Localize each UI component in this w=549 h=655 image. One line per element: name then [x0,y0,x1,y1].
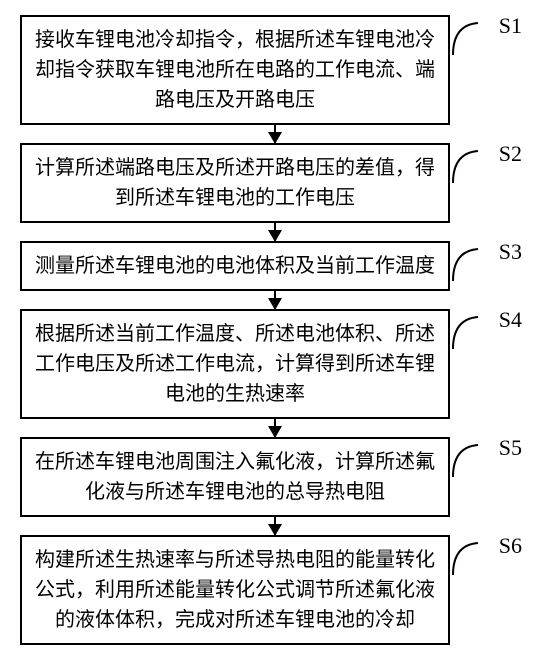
step-box-s3: 测量所述车锂电池的电池体积及当前工作温度 [20,241,450,291]
step-label-wrap: S2 [450,145,522,185]
step-label-wrap: S6 [450,537,522,577]
connector-curve-icon [450,17,480,57]
step-label: S1 [499,13,522,39]
connector-curve-icon [450,311,480,351]
arrow-container [60,419,490,437]
arrow-container [60,223,490,241]
arrow-down-icon [274,125,276,143]
step-label: S6 [499,533,522,559]
step-label-wrap: S4 [450,311,522,351]
arrow-container [60,291,490,309]
arrow-container [60,125,490,143]
step-row: 在所述车锂电池周围注入氟化液，计算所述氟化液与所述车锂电池的总导热电阻 S5 [20,437,529,517]
step-label: S3 [499,239,522,265]
step-label-wrap: S1 [450,17,522,57]
step-label: S2 [499,141,522,167]
step-label-wrap: S5 [450,439,522,479]
flowchart-container: 接收车锂电池冷却指令，根据所述车锂电池冷却指令获取车锂电池所在电路的工作电流、端… [20,15,529,645]
arrow-down-icon [274,223,276,241]
arrow-container [60,517,490,535]
step-box-s1: 接收车锂电池冷却指令，根据所述车锂电池冷却指令获取车锂电池所在电路的工作电流、端… [20,15,450,125]
step-row: 接收车锂电池冷却指令，根据所述车锂电池冷却指令获取车锂电池所在电路的工作电流、端… [20,15,529,125]
step-row: 测量所述车锂电池的电池体积及当前工作温度 S3 [20,241,529,291]
step-row: 计算所述端路电压及所述开路电压的差值，得到所述车锂电池的工作电压 S2 [20,143,529,223]
arrow-down-icon [274,291,276,309]
step-box-s4: 根据所述当前工作温度、所述电池体积、所述工作电压及所述工作电流，计算得到所述车锂… [20,309,450,419]
step-box-s2: 计算所述端路电压及所述开路电压的差值，得到所述车锂电池的工作电压 [20,143,450,223]
connector-curve-icon [450,439,480,479]
step-box-s5: 在所述车锂电池周围注入氟化液，计算所述氟化液与所述车锂电池的总导热电阻 [20,437,450,517]
step-row: 根据所述当前工作温度、所述电池体积、所述工作电压及所述工作电流，计算得到所述车锂… [20,309,529,419]
connector-curve-icon [450,243,480,283]
arrow-down-icon [274,419,276,437]
connector-curve-icon [450,145,480,185]
step-label: S5 [499,435,522,461]
connector-curve-icon [450,537,480,577]
arrow-down-icon [274,517,276,535]
step-row: 构建所述生热速率与所述导热电阻的能量转化公式，利用所述能量转化公式调节所述氟化液… [20,535,529,645]
step-label: S4 [499,307,522,333]
step-box-s6: 构建所述生热速率与所述导热电阻的能量转化公式，利用所述能量转化公式调节所述氟化液… [20,535,450,645]
step-label-wrap: S3 [450,243,522,283]
